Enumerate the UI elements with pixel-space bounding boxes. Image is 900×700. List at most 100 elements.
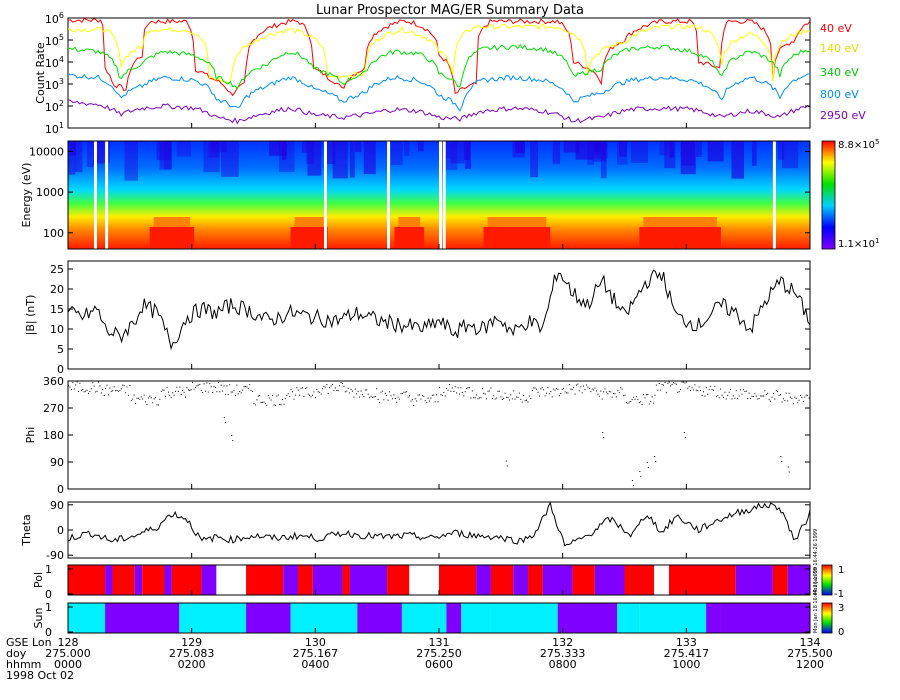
phi-point <box>225 393 226 395</box>
phi-point <box>637 399 639 401</box>
phi-point <box>414 398 416 400</box>
sun-segment <box>720 603 810 633</box>
spectrogram-cell <box>731 141 744 179</box>
phi-point <box>621 388 623 390</box>
phi-tick-label: 0 <box>57 483 64 496</box>
phi-point <box>108 394 109 396</box>
phi-point <box>610 391 612 393</box>
phi-point <box>560 393 562 394</box>
count-rate-tick-label: 102 <box>45 99 64 114</box>
phi-point <box>640 401 642 403</box>
phi-point <box>524 400 526 402</box>
phi-point <box>521 401 523 403</box>
phi-point <box>668 381 670 383</box>
b-magnitude-tick-label: 15 <box>50 303 64 316</box>
phi-point <box>731 398 733 400</box>
phi-point <box>394 398 396 399</box>
phi-point <box>493 395 495 397</box>
phi-point <box>801 397 803 399</box>
x-tick-hhmm: 0400 <box>301 658 329 671</box>
phi-point <box>373 396 375 398</box>
phi-point <box>95 391 97 393</box>
phi-point <box>518 392 520 394</box>
phi-point <box>106 384 108 386</box>
phi-point <box>563 387 565 389</box>
phi-point <box>508 399 510 401</box>
phi-point <box>483 392 485 394</box>
x-row-label-lon: GSE Lon <box>6 636 52 649</box>
polarity-cbar-bottom: -1 <box>834 589 844 600</box>
phi-point <box>754 393 756 395</box>
polarity-segment <box>246 565 284 595</box>
phi-point <box>697 390 699 391</box>
polarity-segment <box>349 565 388 595</box>
polarity-ylabel: Pol <box>32 572 45 588</box>
phi-point <box>152 402 154 404</box>
phi-point <box>655 384 657 386</box>
spectrogram-cell <box>156 141 171 161</box>
phi-point <box>320 393 322 395</box>
spectrogram-cell <box>404 141 410 156</box>
phi-point <box>734 397 736 399</box>
phi-point <box>75 384 77 386</box>
phi-point <box>650 400 652 402</box>
spectrogram-cell <box>221 141 239 177</box>
phi-point <box>357 390 359 392</box>
spectrogram-cell <box>74 141 83 173</box>
phi-point <box>634 398 636 400</box>
phi-point <box>199 384 201 386</box>
phi-point <box>680 389 682 390</box>
polarity-segment <box>68 565 106 595</box>
phi-point <box>740 389 742 391</box>
phi-point <box>286 394 288 396</box>
phi-point <box>647 394 649 395</box>
phi-point <box>597 393 599 395</box>
phi-point <box>453 391 455 392</box>
phi-point <box>222 390 224 392</box>
phi-point <box>464 391 466 393</box>
phi-point <box>718 397 720 399</box>
phi-point <box>354 388 356 390</box>
phi-point <box>461 392 463 393</box>
phi-point <box>413 404 415 406</box>
spectrogram-tick-label: 1000 <box>36 186 64 199</box>
phi-point <box>292 391 293 393</box>
phi-point <box>780 394 781 396</box>
phi-point <box>83 391 85 393</box>
phi-point <box>262 401 264 403</box>
phi-outlier-point <box>647 467 649 468</box>
polarity-segment <box>735 565 773 595</box>
phi-point <box>235 395 236 397</box>
phi-ylabel: Phi <box>24 427 37 444</box>
phi-point <box>189 390 191 391</box>
phi-point <box>527 401 529 403</box>
phi-point <box>675 383 677 385</box>
polarity-segment <box>342 565 350 595</box>
phi-point <box>283 403 285 405</box>
phi-point <box>651 396 653 398</box>
sun-segment <box>617 603 640 633</box>
phi-point <box>150 397 152 399</box>
phi-point <box>792 403 794 405</box>
phi-point <box>192 381 194 383</box>
phi-point <box>156 404 158 406</box>
phi-point <box>540 388 542 390</box>
phi-point <box>708 389 710 391</box>
b-magnitude-tick-label: 25 <box>50 263 64 276</box>
phi-point <box>466 388 468 389</box>
phi-point <box>433 394 435 396</box>
phi-point <box>132 398 134 400</box>
phi-point <box>581 392 583 394</box>
spectrogram-cell <box>515 141 525 153</box>
phi-point <box>263 401 265 403</box>
phi-point <box>276 395 278 397</box>
phi-point <box>748 392 750 394</box>
spectrogram-cell <box>176 141 192 157</box>
phi-point <box>323 385 325 387</box>
sun-colorbar <box>821 602 833 634</box>
phi-point <box>209 383 211 385</box>
phi-point <box>115 390 117 392</box>
phi-point <box>673 382 674 384</box>
phi-point <box>802 400 804 402</box>
phi-point <box>329 387 331 389</box>
